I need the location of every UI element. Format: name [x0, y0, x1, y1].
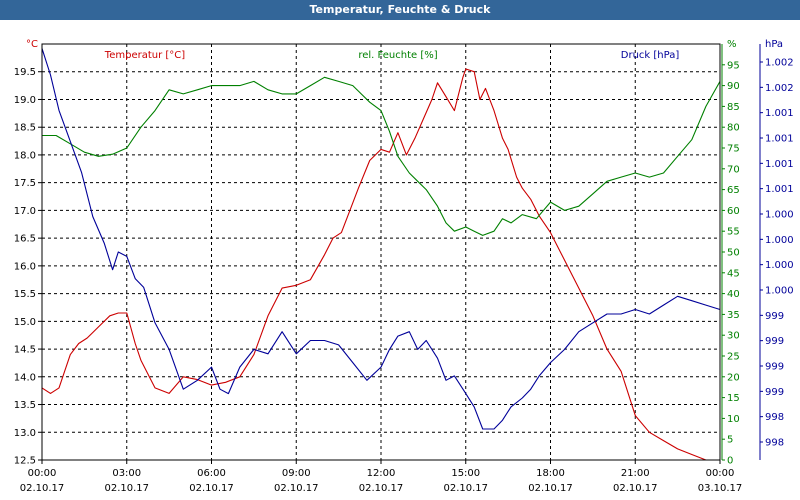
tick-label-humidity: 95 — [727, 60, 740, 71]
tick-label-pressure: 1.001 — [765, 134, 794, 145]
tick-label-date: 03.10.17 — [698, 483, 743, 494]
tick-label-humidity: 65 — [727, 185, 740, 196]
tick-label-humidity: 25 — [727, 352, 740, 363]
tick-label-humidity: 20 — [727, 372, 740, 383]
tick-label-temperature: 17.0 — [14, 206, 36, 217]
tick-label-pressure: 1.002 — [765, 83, 794, 94]
chart-title: Temperatur, Feuchte & Druck — [0, 0, 800, 20]
tick-label-date: 02.10.17 — [189, 483, 234, 494]
tick-label-humidity: 50 — [727, 248, 740, 259]
tick-label-temperature: 18.0 — [14, 150, 36, 161]
tick-label-humidity: 5 — [727, 435, 733, 446]
tick-label-humidity: 30 — [727, 331, 740, 342]
tick-label-pressure: 1.000 — [765, 210, 794, 221]
tick-label-humidity: 55 — [727, 227, 740, 238]
tick-label-humidity: 45 — [727, 268, 740, 279]
tick-label-temperature: 19.0 — [14, 95, 36, 106]
tick-label-humidity: 35 — [727, 310, 740, 321]
chart-canvas: 19.5 19.0 18.5 18.0 17.5 17.0 16.5 16.0 15.5 15.0… — [0, 20, 800, 500]
tick-label-pressure: 1.000 — [765, 260, 794, 271]
tick-label-temperature: 13.0 — [14, 428, 36, 439]
tick-label-temperature: 16.0 — [14, 261, 36, 272]
tick-label-pressure: 1.002 — [765, 58, 794, 69]
tick-label-time: 09:00 — [282, 468, 311, 479]
grid — [42, 44, 720, 460]
tick-label-pressure: 1.001 — [765, 159, 794, 170]
tick-label-date: 02.10.17 — [20, 483, 65, 494]
tick-label-time: 21:00 — [621, 468, 650, 479]
tick-label-date: 02.10.17 — [443, 483, 488, 494]
label-temperature: Temperatur [°C] — [104, 50, 185, 61]
tick-label-pressure: 1.001 — [765, 108, 794, 119]
tick-label-pressure: 1.000 — [765, 286, 794, 297]
tick-label-temperature: 15.5 — [14, 289, 36, 300]
tick-label-humidity: 70 — [727, 164, 740, 175]
tick-label-date: 02.10.17 — [104, 483, 149, 494]
tick-label-date: 02.10.17 — [613, 483, 658, 494]
tick-label-date: 02.10.17 — [528, 483, 573, 494]
unit-temperature: °C — [26, 39, 38, 50]
tick-label-humidity: 85 — [727, 102, 740, 113]
tick-label-pressure: 999 — [765, 336, 784, 347]
tick-label-pressure: 999 — [765, 387, 784, 398]
tick-label-humidity: 10 — [727, 414, 740, 425]
label-pressure: Druck [hPa] — [621, 50, 680, 61]
tick-label-pressure: 998 — [765, 412, 784, 423]
tick-label-temperature: 12.5 — [14, 456, 36, 467]
tick-label-temperature: 13.5 — [14, 400, 36, 411]
tick-label-pressure: 999 — [765, 362, 784, 373]
tick-label-pressure: 1.001 — [765, 184, 794, 195]
tick-label-humidity: 15 — [727, 393, 740, 404]
tick-label-temperature: 16.5 — [14, 234, 36, 245]
tick-label-humidity: 90 — [727, 81, 740, 92]
tick-label-humidity: 40 — [727, 289, 740, 300]
tick-label-pressure: 999 — [765, 311, 784, 322]
tick-label-humidity: 80 — [727, 123, 740, 134]
tick-label-time: 00:00 — [28, 468, 57, 479]
tick-label-date: 02.10.17 — [359, 483, 404, 494]
tick-label-humidity: 75 — [727, 144, 740, 155]
tick-label-humidity: 60 — [727, 206, 740, 217]
series-humidity — [42, 77, 720, 235]
tick-label-temperature: 14.5 — [14, 345, 36, 356]
axes — [38, 44, 763, 464]
tick-label-pressure: 1.000 — [765, 235, 794, 246]
tick-label-time: 06:00 — [197, 468, 226, 479]
unit-humidity: % — [727, 39, 737, 50]
tick-label-time: 00:00 — [706, 468, 735, 479]
tick-label-time: 12:00 — [367, 468, 396, 479]
tick-label-temperature: 15.0 — [14, 317, 36, 328]
unit-pressure: hPa — [765, 39, 783, 50]
tick-label-date: 02.10.17 — [274, 483, 319, 494]
tick-label-temperature: 14.0 — [14, 372, 36, 383]
tick-label-time: 18:00 — [536, 468, 565, 479]
tick-label-temperature: 18.5 — [14, 123, 36, 134]
tick-label-time: 15:00 — [451, 468, 480, 479]
tick-label-humidity: 0 — [727, 456, 733, 467]
label-humidity: rel. Feuchte [%] — [358, 50, 437, 61]
tick-label-temperature: 19.5 — [14, 67, 36, 78]
tick-label-temperature: 17.5 — [14, 178, 36, 189]
tick-label-pressure: 998 — [765, 438, 784, 449]
tick-label-time: 03:00 — [112, 468, 141, 479]
